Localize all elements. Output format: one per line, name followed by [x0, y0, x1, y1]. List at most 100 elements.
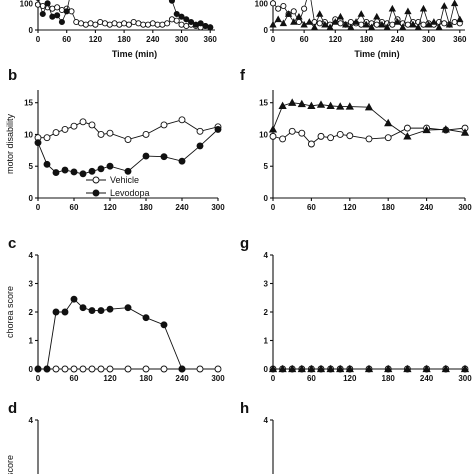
data-point: [414, 23, 422, 31]
y-tick-label: 15: [24, 99, 33, 108]
data-point: [347, 23, 355, 31]
data-point: [341, 20, 350, 28]
data-point: [357, 10, 365, 17]
data-point: [97, 165, 105, 173]
data-point: [43, 160, 51, 168]
data-point: [97, 307, 105, 315]
panel-c: 0 1 2 3 4 0 60 120 180 240 300 chorea score: [5, 251, 225, 383]
data-point: [364, 102, 374, 111]
x-tick-label: 300: [422, 35, 436, 44]
data-point: [441, 364, 450, 373]
x-tick-label: 0: [271, 203, 276, 212]
data-point: [106, 305, 114, 313]
data-point: [79, 304, 87, 312]
data-point: [422, 364, 431, 373]
panel-g: 0 1 2 3 4 0 60 120 180 240 300: [264, 251, 473, 383]
panel-a: 0 100 0 60 120 180 240 300 360 Time (min): [20, 0, 217, 59]
data-point: [422, 125, 431, 134]
data-point: [365, 135, 373, 143]
data-point: [188, 18, 195, 26]
data-point: [79, 118, 87, 126]
y-tick-label: 10: [259, 130, 268, 139]
data-point: [295, 12, 303, 20]
data-point: [305, 18, 313, 25]
data-point: [337, 20, 344, 27]
data-point: [269, 0, 277, 7]
data-point: [336, 12, 345, 20]
data-point: [275, 5, 282, 12]
data-point: [197, 20, 204, 27]
data-point: [326, 364, 335, 373]
data-point: [35, 0, 41, 2]
data-point: [316, 20, 323, 27]
data-point: [367, 23, 376, 31]
data-point: [124, 136, 132, 144]
x-axis-label: Time (min): [112, 49, 157, 59]
x-tick-label: 300: [211, 203, 225, 212]
data-point: [384, 118, 393, 127]
data-point: [445, 20, 454, 28]
data-point: [173, 10, 180, 18]
x-tick-label: 0: [36, 35, 41, 44]
x-tick-label: 300: [458, 374, 472, 383]
data-point: [124, 167, 132, 175]
x-tick-label: 120: [103, 374, 117, 383]
x-tick-label: 240: [175, 203, 189, 212]
data-point: [70, 168, 78, 176]
x-tick-label: 180: [139, 203, 153, 212]
data-point: [425, 20, 433, 28]
data-point: [61, 308, 69, 316]
data-point: [279, 135, 287, 143]
data-point: [88, 121, 96, 129]
panel-letter-b: b: [8, 67, 17, 84]
data-point: [125, 21, 132, 28]
data-point: [34, 365, 42, 373]
y-tick-label: 2: [264, 308, 269, 317]
data-point: [383, 23, 391, 31]
data-point: [106, 129, 114, 137]
x-tick-label: 180: [382, 203, 396, 212]
data-point: [419, 4, 428, 12]
x-tick-label: 60: [307, 374, 316, 383]
data-point: [214, 365, 222, 373]
y-tick-label: 0: [264, 365, 269, 374]
legend-marker: [92, 189, 100, 197]
data-point: [79, 365, 87, 373]
y-tick-label: 100: [20, 0, 34, 8]
x-tick-label: 180: [382, 374, 396, 383]
x-tick-label: 240: [420, 203, 434, 212]
data-point: [316, 100, 326, 108]
data-point: [403, 364, 412, 373]
data-point: [70, 122, 78, 130]
data-point: [268, 125, 278, 133]
y-tick-label: 5: [264, 162, 269, 171]
data-point: [288, 127, 296, 135]
data-point: [316, 10, 324, 17]
data-point: [280, 2, 287, 10]
data-point: [97, 365, 105, 373]
data-point: [178, 157, 186, 165]
data-point: [460, 128, 470, 136]
data-point: [43, 134, 51, 142]
data-point: [384, 364, 393, 373]
data-point: [301, 5, 308, 12]
data-point: [284, 10, 293, 17]
y-axis-label: score: [5, 455, 15, 474]
data-point: [43, 365, 51, 373]
data-point: [393, 18, 402, 25]
x-tick-label: 240: [391, 35, 405, 44]
x-tick-label: 120: [343, 203, 357, 212]
data-point: [450, 0, 459, 7]
data-point: [44, 0, 51, 7]
y-tick-label: 1: [29, 337, 34, 346]
y-tick-label: 2: [29, 308, 34, 317]
data-point: [336, 364, 345, 373]
data-point: [61, 166, 69, 174]
data-point: [290, 18, 298, 25]
panel-letter-g: g: [240, 235, 249, 252]
y-tick-label: 1: [264, 337, 269, 346]
x-tick-label: 240: [146, 35, 160, 44]
data-point: [336, 102, 345, 110]
panel-letter-c: c: [8, 235, 16, 252]
